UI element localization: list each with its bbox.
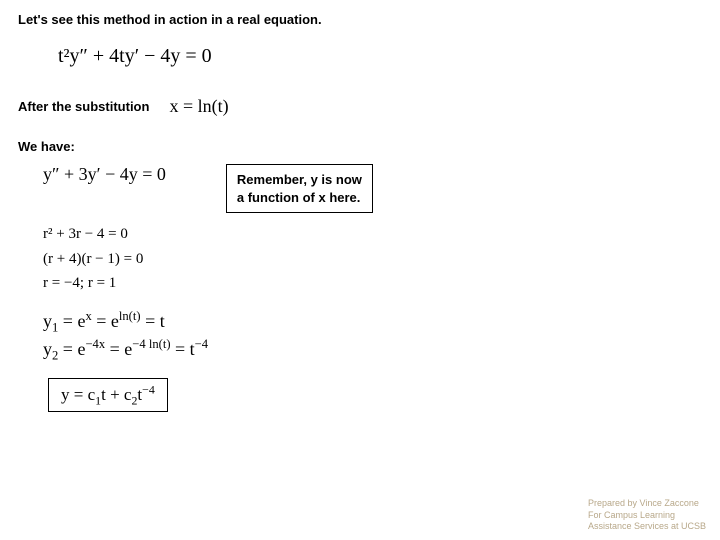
intro-text: Let's see this method in action in a rea… [18, 12, 702, 27]
we-have-label: We have: [18, 139, 702, 154]
note-box: Remember, y is now a function of x here. [226, 164, 373, 213]
characteristic-equations: r² + 3r − 4 = 0 (r + 4)(r − 1) = 0 r = −… [43, 223, 702, 295]
char-eq-2: (r + 4)(r − 1) = 0 [43, 248, 702, 271]
footer-line-1: Prepared by Vince Zaccone [588, 498, 706, 509]
final-solution-box: y = c1t + c2t−4 [48, 378, 168, 412]
substitution-equation: x = ln(t) [169, 96, 228, 117]
char-eq-3: r = −4; r = 1 [43, 272, 702, 295]
note-line-1: Remember, y is now [237, 171, 362, 189]
footer-line-3: Assistance Services at UCSB [588, 521, 706, 532]
transformed-equation: y″ + 3y′ − 4y = 0 [43, 164, 166, 185]
char-eq-1: r² + 3r − 4 = 0 [43, 223, 702, 246]
footer: Prepared by Vince Zaccone For Campus Lea… [588, 498, 706, 532]
main-equation: t²y″ + 4ty′ − 4y = 0 [58, 45, 702, 68]
after-substitution-label: After the substitution [18, 99, 149, 114]
solution-2: y2 = e−4x = e−4 ln(t) = t−4 [43, 335, 702, 364]
note-line-2: a function of x here. [237, 189, 362, 207]
solution-block: y1 = ex = eln(t) = t y2 = e−4x = e−4 ln(… [43, 307, 702, 365]
footer-line-2: For Campus Learning [588, 510, 706, 521]
solution-1: y1 = ex = eln(t) = t [43, 307, 702, 336]
